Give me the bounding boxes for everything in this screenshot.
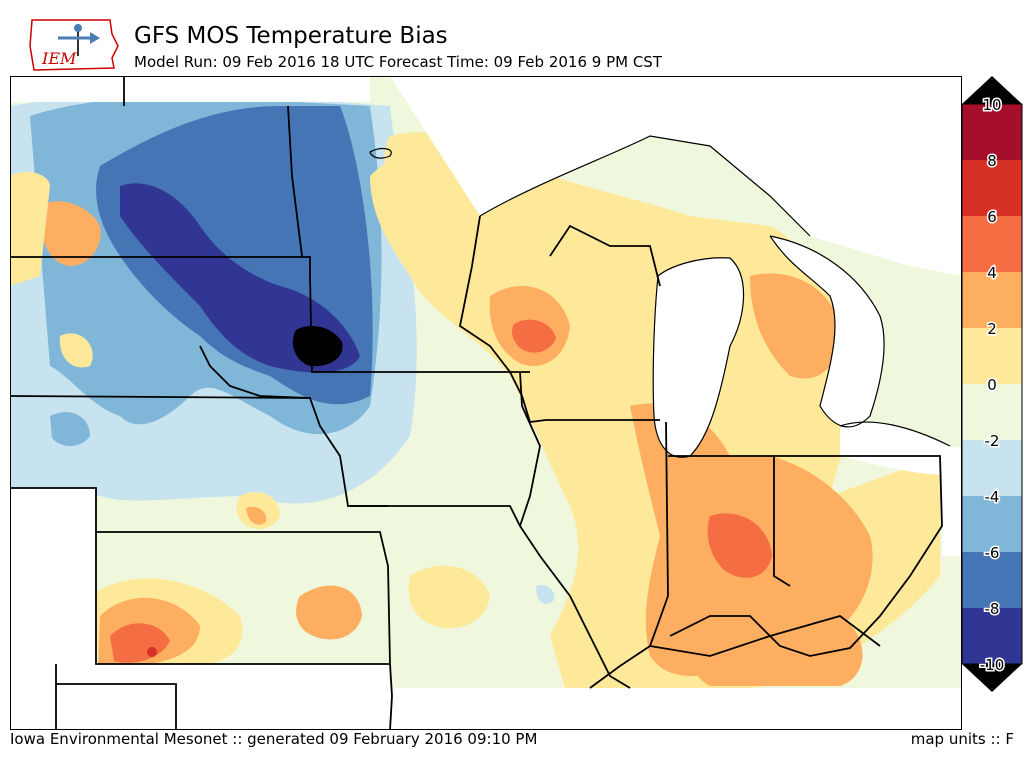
- masked-areas: [10, 76, 962, 730]
- colorbar-bin: [962, 496, 1022, 552]
- colorbar-under-arrow: [962, 664, 1022, 692]
- colorbar-tick-label: -2: [985, 432, 1000, 450]
- colorbar-bin: [962, 272, 1022, 328]
- colorbar-tick-label: 2: [987, 320, 997, 338]
- colorbar-bin: [962, 104, 1022, 160]
- colorbar-tick-label: 6: [987, 208, 997, 226]
- colorbar-bin: [962, 608, 1022, 664]
- lake-huron: [770, 236, 885, 427]
- map-title: GFS MOS Temperature Bias: [134, 23, 448, 49]
- colorbar-bin: [962, 384, 1022, 440]
- colorbar-bin: [962, 216, 1022, 272]
- lake-michigan: [653, 257, 744, 458]
- colorbar-tick-label: 4: [987, 264, 997, 282]
- colorbar-bin: [962, 160, 1022, 216]
- temperature-bias-map: [10, 76, 962, 730]
- weather-vane-icon: [58, 24, 100, 56]
- colorbar-bins: [962, 104, 1022, 664]
- colorbar-tick-label: 8: [987, 152, 997, 170]
- iem-logo: IEM: [29, 19, 119, 71]
- colorbar-bin: [962, 552, 1022, 608]
- colorbar-bin: [962, 440, 1022, 496]
- colorbar-tick-label: -4: [985, 488, 1000, 506]
- colorbar-tick-label: 10: [982, 96, 1001, 114]
- footer-credit: Iowa Environmental Mesonet :: generated …: [10, 730, 538, 748]
- colorbar-tick-label: -10: [980, 656, 1005, 674]
- colorbar: 10 8 6 4 2 0 -2 -4 -6 -8 -10: [961, 76, 1023, 692]
- lake-erie: [840, 422, 962, 476]
- shorelines: [369, 135, 951, 458]
- colorbar-tick-label: -6: [985, 544, 1000, 562]
- colorbar-tick-label: 0: [987, 376, 997, 394]
- footer-units: map units :: F: [910, 730, 1014, 748]
- colorbar-ticks: 10 8 6 4 2 0 -2 -4 -6 -8 -10: [978, 95, 1006, 676]
- state-borders: [10, 76, 943, 730]
- colorbar-tick-label: -8: [985, 600, 1000, 618]
- logo-text: IEM: [41, 49, 77, 68]
- colorbar-over-arrow: [962, 76, 1022, 104]
- map-subtitle: Model Run: 09 Feb 2016 18 UTC Forecast T…: [134, 53, 662, 71]
- colorbar-bin: [962, 328, 1022, 384]
